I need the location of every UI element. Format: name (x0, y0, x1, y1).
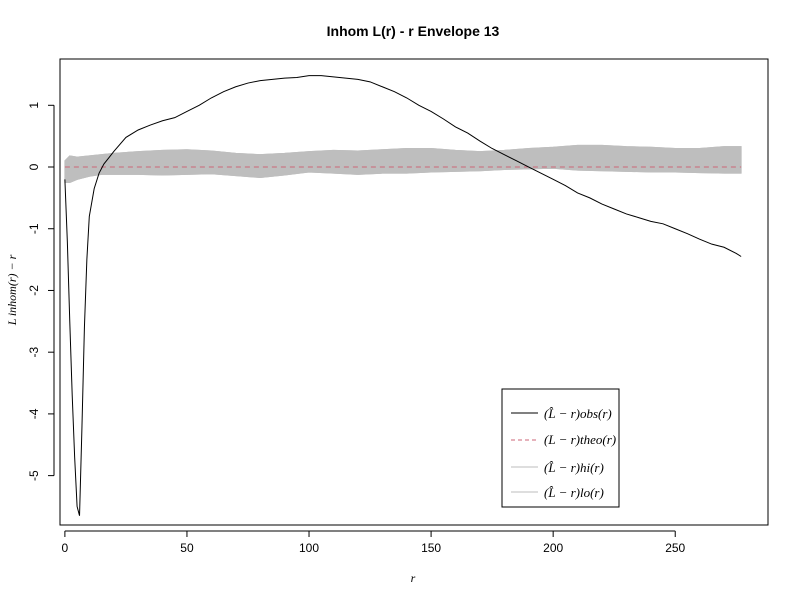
obs-line (64, 75, 742, 516)
y-tick-label: -1 (27, 223, 41, 234)
plot-frame (59, 58, 769, 526)
x-tick-label: 250 (665, 541, 685, 555)
y-axis: -5 -4 -3 -2 -1 0 1 (27, 102, 55, 481)
y-tick-label: 1 (27, 102, 41, 109)
y-axis-label: L inhom(r) − r (5, 254, 19, 326)
legend-label-theo: (L − r)theo(r) (544, 432, 616, 447)
series-hi-line (64, 144, 742, 162)
y-tick-label: -3 (27, 347, 41, 358)
series-obs-line (64, 75, 742, 516)
x-tick-label: 100 (299, 541, 319, 555)
legend-label-lo: (L̂ − r)lo(r) (544, 485, 604, 500)
y-tick-label: -4 (27, 408, 41, 419)
y-tick-label: -2 (27, 285, 41, 296)
x-axis-label: r (411, 571, 416, 585)
x-tick-label: 200 (543, 541, 563, 555)
y-tick-label: 0 (27, 163, 41, 170)
envelope-band (64, 144, 742, 183)
chart-title: Inhom L(r) - r Envelope 13 (327, 23, 500, 39)
legend-label-hi: (L̂ − r)hi(r) (544, 460, 604, 475)
legend-box (501, 388, 620, 508)
x-tick-label: 0 (62, 541, 69, 555)
y-tick-label: -5 (27, 470, 41, 481)
x-axis: 0 50 100 150 200 250 (62, 530, 686, 555)
legend-label-obs: (L̂ − r)obs(r) (544, 406, 612, 421)
x-tick-label: 150 (421, 541, 441, 555)
x-tick-label: 50 (180, 541, 194, 555)
series-lo-line (64, 167, 742, 183)
legend: (L̂ − r)obs(r) (L − r)theo(r) (L̂ − r)hi… (501, 388, 620, 508)
envelope-area (64, 144, 742, 183)
